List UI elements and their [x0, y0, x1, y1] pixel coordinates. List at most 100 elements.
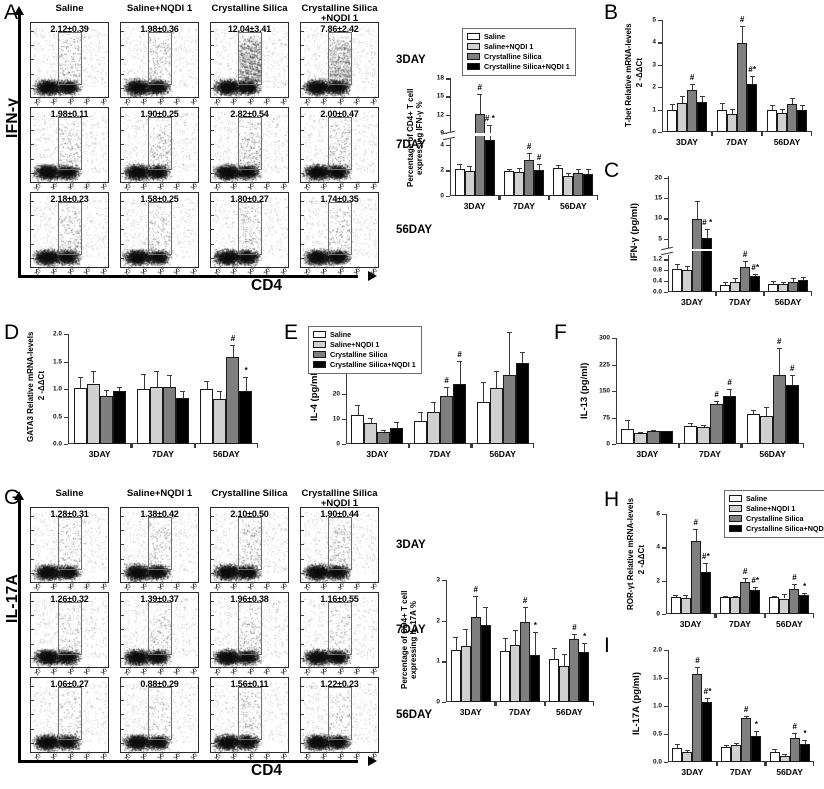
flow-gate-value: 0.88±0.29	[140, 679, 179, 689]
chart-bar	[672, 268, 682, 292]
chart-error-bar-cap	[477, 93, 483, 95]
chart-error-bar-cap	[722, 596, 728, 598]
chart-error-bar	[782, 108, 783, 113]
chart-bar	[737, 43, 747, 132]
chart-error-bar	[515, 630, 516, 646]
chart-significance-marker: # *	[484, 113, 495, 123]
chart-bar	[730, 596, 740, 614]
flow-y-axis-arrow-line	[18, 499, 21, 760]
flow-column-header: Saline	[55, 488, 84, 499]
chart-x-tick	[763, 292, 765, 296]
chart-error-bar-cap	[753, 731, 759, 733]
chart-y-tick	[664, 678, 668, 680]
chart-error-bar-cap	[571, 634, 577, 636]
flow-y-axis-arrowhead	[14, 6, 24, 15]
chart-error-bar-cap	[625, 420, 631, 422]
legend-item: Crystalline Silica	[467, 52, 570, 61]
flow-gate-value: 1.39±0.37	[140, 594, 179, 604]
chart-bar	[799, 743, 810, 762]
chart-bar	[510, 645, 520, 702]
chart-bar	[692, 218, 702, 292]
flow-plot: 2.18±0.23	[30, 192, 109, 268]
chart-error-bar-cap	[704, 698, 710, 700]
legend-swatch	[729, 515, 742, 522]
legend-item: Saline	[467, 32, 570, 41]
chart-error-bar-cap	[516, 168, 522, 170]
chart-x-tick	[597, 196, 599, 200]
chart-error-bar	[753, 409, 755, 415]
flow-gate-rectangle	[238, 201, 262, 255]
chart-bar	[720, 284, 730, 292]
chart-error-bar	[529, 152, 530, 160]
chart-error-bar	[459, 163, 461, 169]
chart-error-bar	[446, 387, 448, 396]
chart-plot-area: 0 2 4 6 3DAY # #* 7DAY # #* 56DAY # *	[656, 511, 815, 629]
chart-error-bar-cap	[141, 373, 146, 375]
chart-x-tick	[130, 444, 132, 448]
flow-plot: 1.90±0.25	[120, 107, 199, 183]
chart-y-axis	[346, 344, 348, 444]
chart-x-tick	[762, 132, 764, 136]
chart-x-tick	[764, 762, 766, 766]
chart-error-bar-cap	[790, 278, 796, 280]
flow-gate-value: 1.90±0.25	[140, 109, 179, 119]
flow-plot: 1.98±0.11	[30, 107, 109, 183]
flow-plot: 1.38±0.42	[120, 507, 199, 583]
flow-gate-value: 1.90±0.44	[320, 509, 359, 519]
chart-error-bar-cap	[704, 228, 710, 230]
panel-letter-d: D	[4, 321, 20, 344]
chart-y-tick-label: 2.0	[652, 646, 662, 654]
chart-y-tick	[664, 270, 668, 272]
chart-y-tick-label: 15	[436, 92, 444, 100]
chart-bar	[799, 595, 810, 614]
chart-bar	[440, 395, 453, 444]
flow-gate-rectangle	[238, 116, 262, 170]
chart-bar	[660, 430, 674, 444]
chart-x-tick	[494, 702, 496, 706]
chart-plot-area: 0.0 0.5 1.0 1.5 2.0 3DAY # #* 7DAY # * 56DAY # *	[653, 647, 815, 777]
legend-swatch	[313, 341, 326, 348]
chart-x-tick	[131, 444, 133, 448]
chart-bar	[549, 658, 560, 702]
chart-x-tick	[498, 196, 500, 200]
chart-bar	[750, 589, 760, 614]
chart-error-bar	[568, 172, 570, 176]
chart-error-bar-cap	[714, 401, 719, 403]
chart-x-tick	[470, 444, 472, 448]
chart-bar	[690, 541, 701, 614]
flow-gate-value: 1.56±0.11	[230, 679, 269, 689]
chart-error-bar-cap	[532, 632, 538, 634]
chart-bar	[579, 652, 590, 702]
chart-x-group-label: 3DAY	[88, 449, 111, 459]
chart-y-tick-label: 5	[652, 16, 656, 24]
chart-y-axis	[446, 580, 448, 702]
flow-x-ticks: 10⁰ 10¹ 10² 10³ 10⁴	[210, 96, 291, 108]
chart-significance-marker: #	[714, 390, 719, 400]
chart-error-bar	[525, 606, 526, 623]
legend-label: Saline	[484, 31, 506, 41]
chart-error-bar	[772, 105, 773, 110]
flow-gate-rectangle	[238, 31, 262, 85]
flow-gate-rectangle	[238, 516, 262, 570]
chart-x-group-label: 3DAY	[459, 707, 482, 717]
chart-error-bar	[732, 109, 733, 115]
flow-y-axis-arrowhead	[14, 491, 24, 500]
chart-error-bar	[705, 562, 707, 573]
chart-y-tick-label: 2	[436, 617, 440, 625]
chart-y-tick-label: 10	[654, 214, 662, 222]
chart-y-axis	[668, 176, 670, 292]
chart-error-bar	[232, 345, 234, 358]
chart-plot-area: 0102030403DAY7DAY##56DAY	[333, 332, 535, 459]
chart-y-tick	[446, 96, 450, 98]
chart-error-bar	[519, 168, 520, 172]
chart-bar-break-stripe	[669, 248, 812, 252]
chart-y-axis-label: IL-13 (pg/ml)	[579, 362, 590, 420]
chart-error-bar	[169, 375, 171, 388]
flow-gate-value: 1.26±0.32	[50, 594, 89, 604]
flow-x-ticks: 10⁰ 10¹ 10² 10³ 10⁴	[30, 266, 111, 278]
chart-error-bar-cap	[506, 169, 512, 171]
panel-g-y-axis-label: IL-17A	[4, 573, 21, 623]
chart-y-tick-label: 2.0	[52, 330, 62, 338]
chart-error-bar-cap	[792, 732, 798, 734]
flow-row-label: 3DAY	[396, 538, 426, 551]
